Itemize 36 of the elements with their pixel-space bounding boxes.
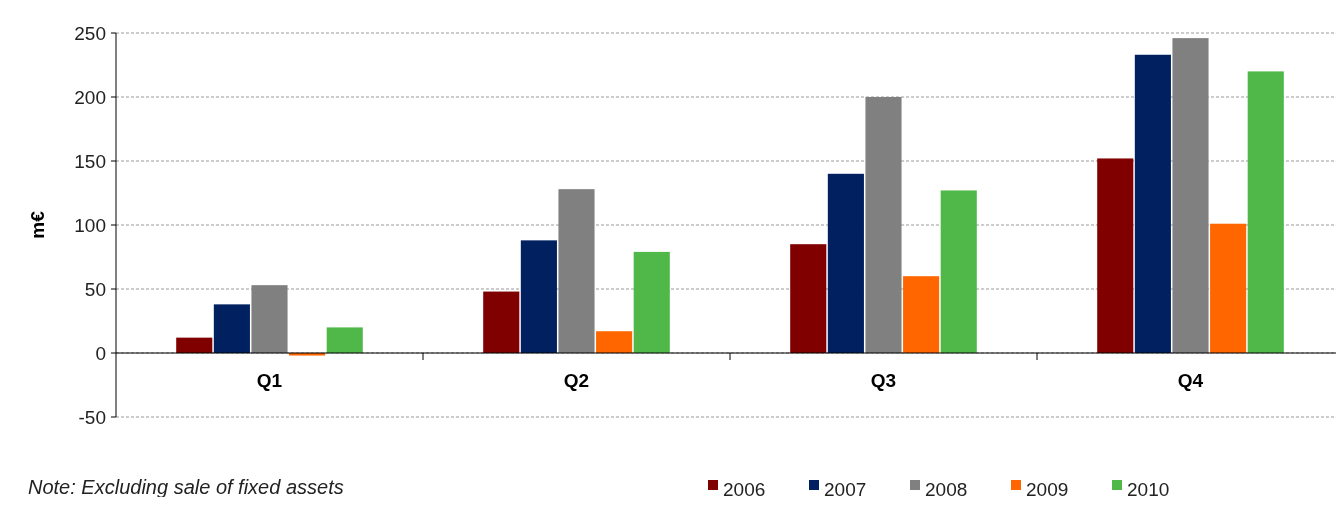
x-tick-label: Q1	[256, 370, 283, 391]
bar	[1247, 71, 1284, 353]
legend-label: 2009	[1026, 478, 1069, 500]
bar	[251, 285, 288, 353]
bar	[1134, 54, 1171, 353]
legend-label: 2007	[824, 478, 867, 500]
bar	[596, 331, 633, 353]
bar	[940, 190, 977, 353]
bar	[520, 240, 557, 353]
y-tick-label: 100	[74, 214, 106, 236]
bar	[1210, 223, 1247, 353]
x-tick-label: Q4	[1177, 370, 1204, 391]
bar	[865, 97, 902, 353]
bar	[326, 327, 363, 353]
y-axis-title: m€	[27, 210, 48, 239]
y-tick-label: 50	[84, 278, 106, 300]
bar	[827, 173, 864, 353]
bar	[903, 276, 940, 353]
bar	[633, 251, 670, 353]
bar	[213, 304, 250, 353]
bar	[176, 337, 213, 353]
bar	[558, 189, 595, 353]
bar	[483, 291, 520, 353]
y-tick-label: 150	[74, 150, 106, 172]
bar	[790, 244, 827, 353]
y-tick-label: 250	[74, 22, 106, 44]
y-tick-label: 200	[74, 86, 106, 108]
bar	[1097, 158, 1134, 353]
y-tick-label: -50	[78, 406, 106, 428]
y-tick-label: 0	[95, 342, 106, 364]
legend-label: 2010	[1127, 478, 1170, 500]
legend-label: 2006	[723, 478, 766, 500]
bar	[1172, 38, 1209, 353]
x-tick-label: Q2	[563, 370, 590, 391]
x-tick-label: Q3	[870, 370, 897, 391]
legend-label: 2008	[925, 478, 968, 500]
